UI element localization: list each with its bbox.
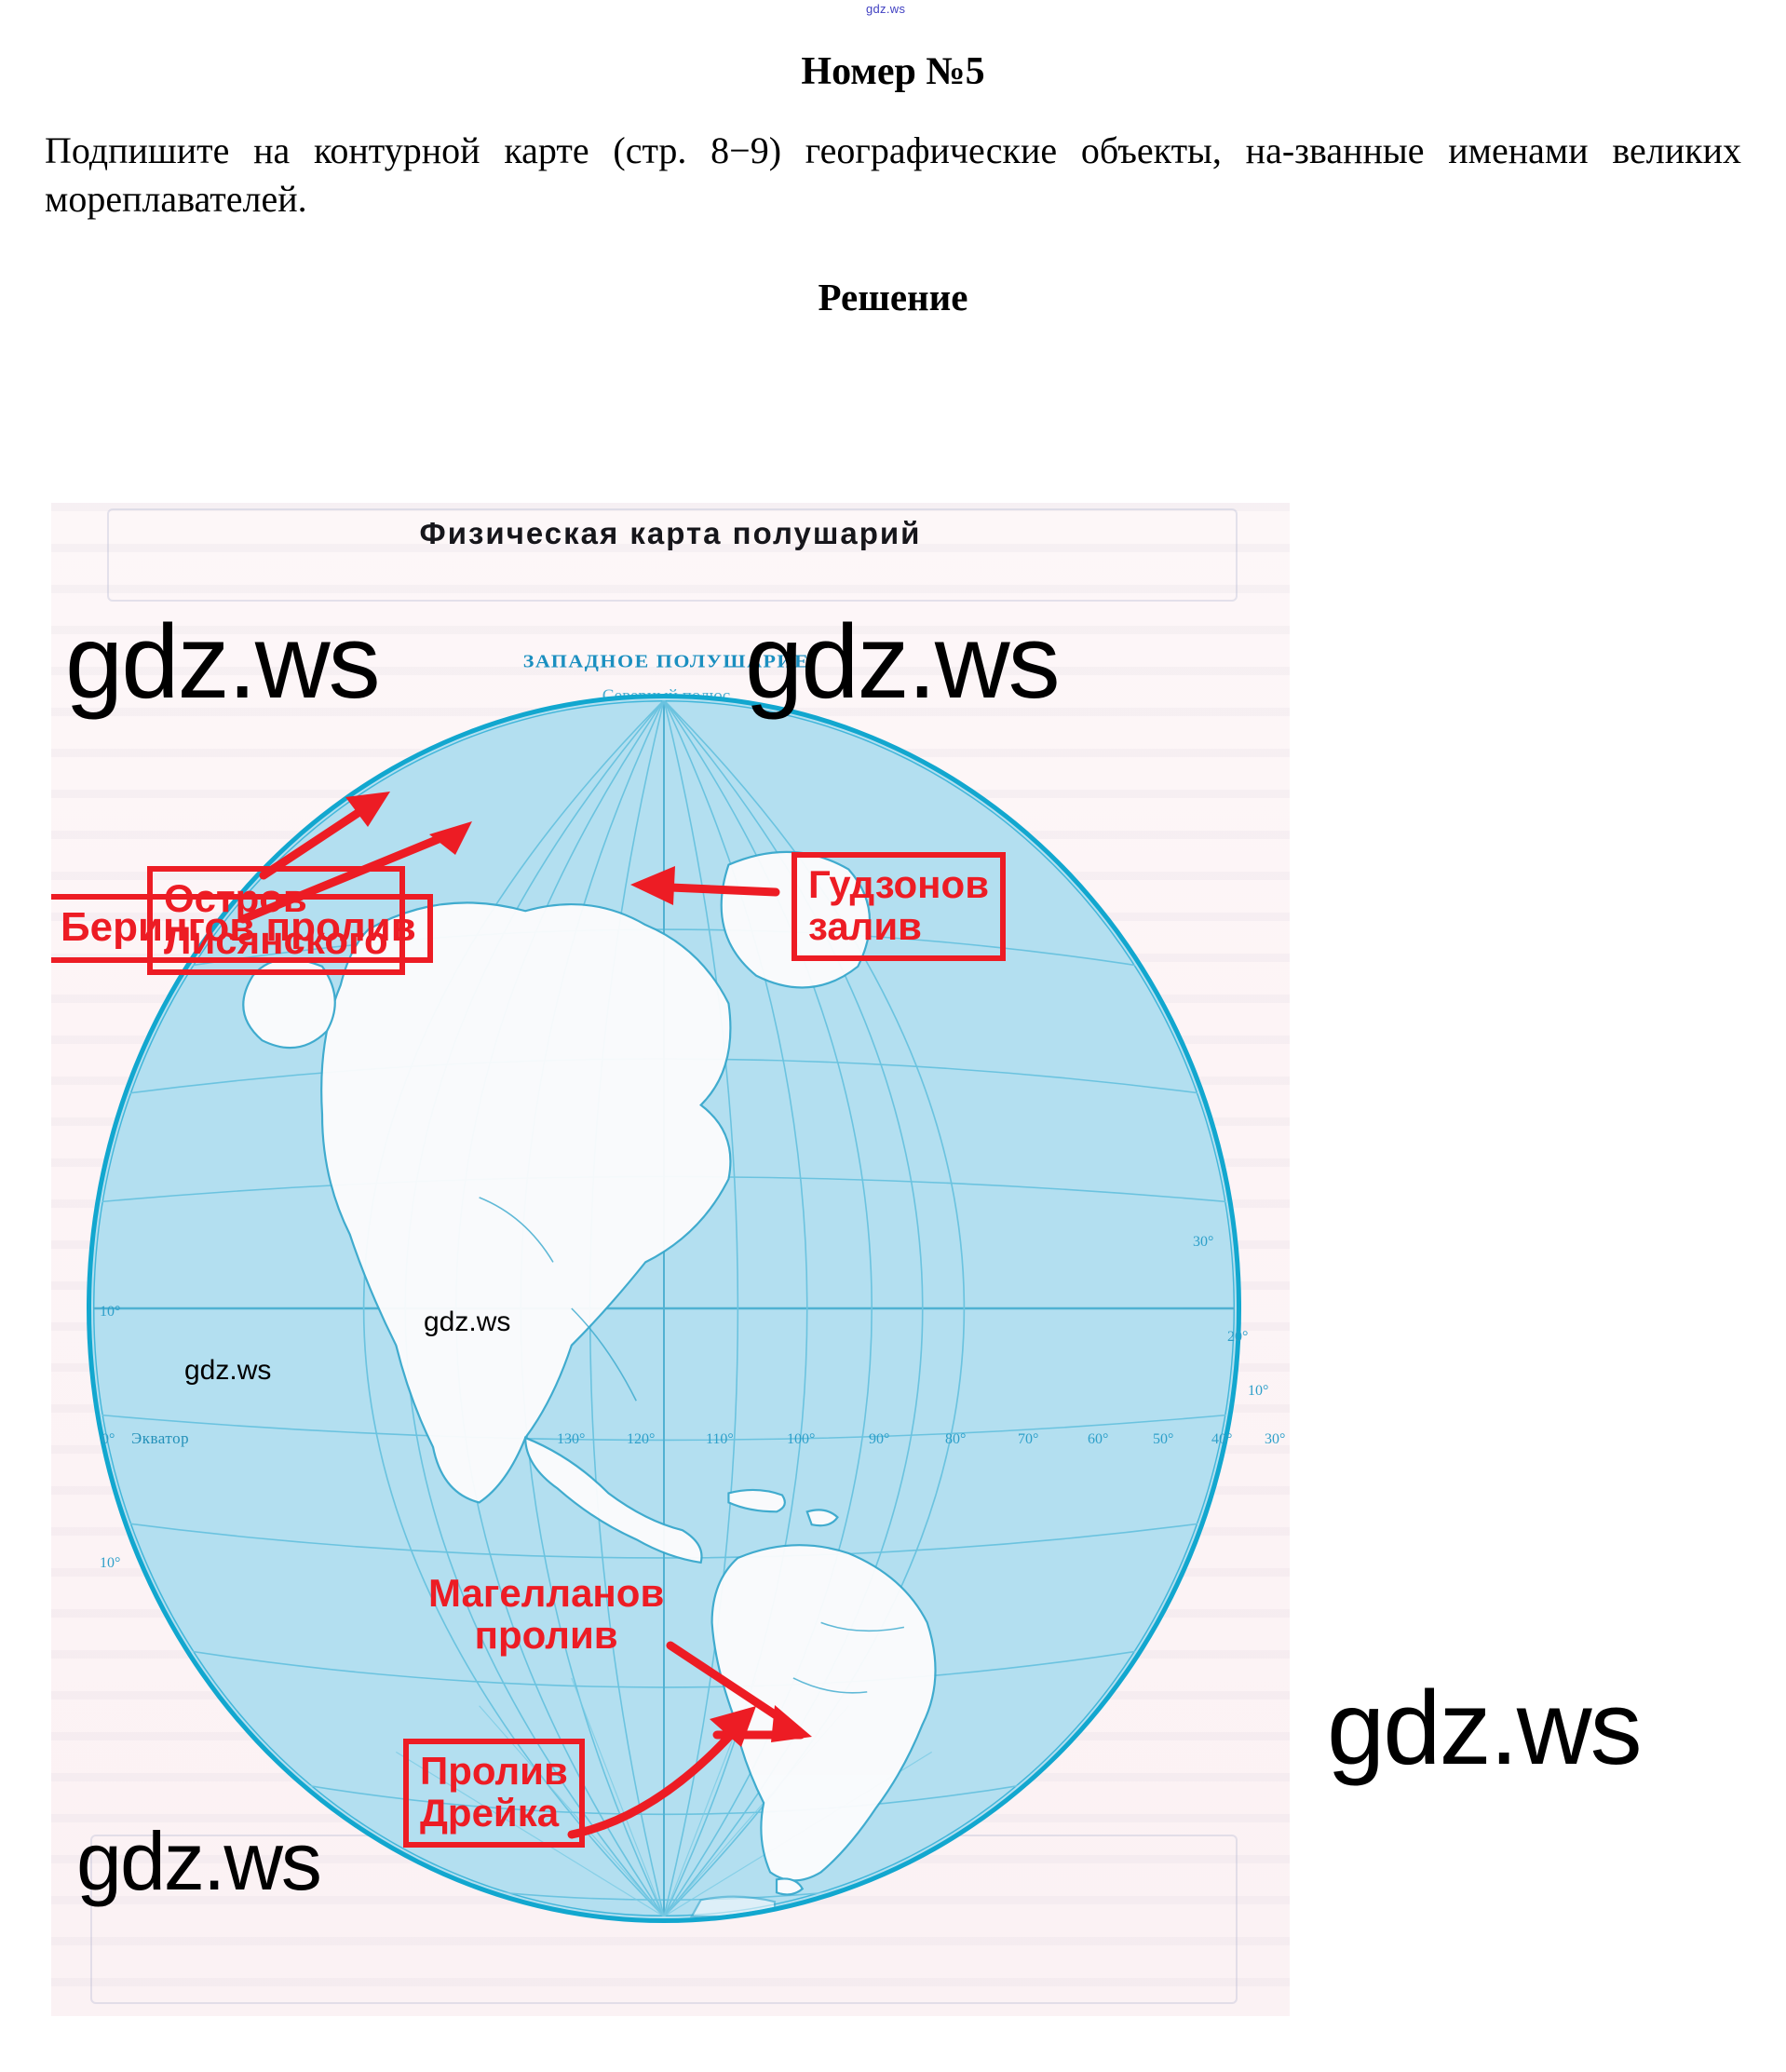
watermark-bottom-right: gdz.ws (1327, 1670, 1643, 1786)
drake-passage-arrow (567, 1706, 756, 1839)
watermark-bottom-left: gdz.ws (76, 1815, 322, 1907)
annotation-magellan-strait: Магелланов пролив (428, 1571, 665, 1658)
watermark-center: gdz.ws (424, 1307, 511, 1337)
latitude-tick-right-30: 30° (1193, 1234, 1214, 1250)
watermark-top-left: gdz.ws (65, 603, 381, 720)
longitude-tick-70: 70° (1018, 1431, 1039, 1447)
longitude-tick-120: 120° (627, 1431, 656, 1447)
longitude-tick-50: 50° (1153, 1431, 1174, 1447)
watermark-top-right: gdz.ws (745, 603, 1061, 720)
map-figure: Физическая карта полушарий ЗАПАДНОЕ ПОЛУ… (51, 503, 1290, 2016)
longitude-tick-130: 130° (557, 1431, 586, 1447)
hemisphere-label: ЗАПАДНОЕ ПОЛУШАРИЕ (522, 650, 810, 671)
annotation-lisyansky-island: Остров Лисянского (147, 866, 405, 975)
longitude-tick-40: 40° (1211, 1431, 1233, 1447)
annotation-bering-strait: Берингов пролив (51, 894, 433, 963)
longitude-tick-80: 80° (945, 1431, 967, 1447)
watermark-top-tiny: gdz.ws (866, 2, 906, 16)
longitude-tick-110: 110° (706, 1431, 734, 1447)
watermark-under-island: gdz.ws (184, 1355, 272, 1386)
equator-label: Экватор (131, 1429, 190, 1447)
longitude-tick-90: 90° (869, 1431, 890, 1447)
annotation-hudson-bay: Гудзонов залив (792, 852, 1007, 961)
ghost-frame-top (107, 508, 1238, 602)
annotation-drake-passage: Пролив Дрейка (403, 1739, 585, 1848)
map-heading: Физическая карта полушарий (419, 516, 922, 550)
longitude-tick-100: 100° (787, 1431, 816, 1447)
longitude-tick-60: 60° (1088, 1431, 1109, 1447)
latitude-tick-right-10: 10° (1248, 1383, 1269, 1399)
latitude-tick-left-10s: 10° (100, 1555, 121, 1571)
lisyansky-island-arrow (259, 792, 390, 880)
landmasses (242, 850, 937, 1918)
hudson-bay-arrow (630, 866, 780, 905)
exercise-block: Номер №5 Подпишите на контурной карте (с… (45, 48, 1741, 319)
page-title: Номер №5 (801, 50, 985, 93)
latitude-tick-right-20: 20° (1227, 1329, 1249, 1345)
latitude-tick-left-10n: 10° (100, 1304, 121, 1320)
solution-heading: Решение (818, 275, 968, 318)
task-text: Подпишите на контурной карте (стр. 8−9) … (45, 129, 1741, 220)
bering-strait-arrow (238, 821, 472, 924)
longitude-tick-30: 30° (1265, 1431, 1286, 1447)
latitude-tick-left-0: 0° (101, 1431, 115, 1447)
